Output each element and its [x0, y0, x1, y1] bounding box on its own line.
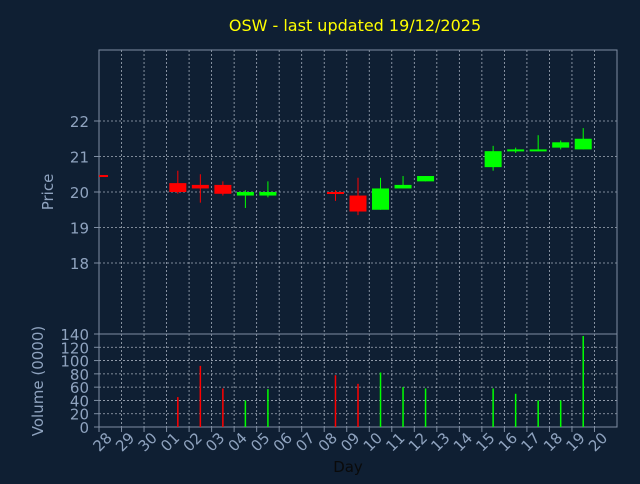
- candle-body: [394, 184, 412, 189]
- volume-tick-label: 20: [70, 406, 89, 424]
- volume-tick-label: 100: [60, 353, 89, 371]
- candle-body: [484, 151, 502, 168]
- candle-body: [191, 184, 209, 189]
- candle-body: [529, 149, 547, 152]
- volume-bar: [222, 388, 224, 427]
- volume-tick-label: 80: [70, 366, 89, 384]
- volume-tick-label: 140: [60, 326, 89, 344]
- volume-tick-label: 0: [79, 419, 89, 437]
- volume-tick-label: 60: [70, 379, 89, 397]
- volume-bar: [559, 400, 562, 427]
- price-tick-label: 20: [70, 184, 89, 202]
- volume-bar: [582, 335, 584, 427]
- candle-body: [326, 192, 344, 194]
- volume-bar: [424, 388, 427, 427]
- volume-bar: [537, 400, 539, 427]
- candle-body: [236, 192, 254, 196]
- volume-axis-label: Volume (0000): [29, 326, 47, 436]
- volume-bar: [244, 400, 247, 427]
- price-tick-label: 18: [70, 255, 89, 273]
- candle-body: [417, 176, 435, 182]
- day-tick-label: 20: [585, 429, 611, 455]
- price-tick-label: 19: [70, 220, 89, 238]
- volume-bar: [357, 383, 359, 427]
- chart-title: OSW - last updated 19/12/2025: [229, 16, 481, 35]
- candle-body: [259, 192, 277, 196]
- price-tick-label: 21: [70, 149, 89, 167]
- volume-tick-label: 120: [60, 339, 89, 357]
- volume-bar: [177, 397, 179, 427]
- volume-bar: [514, 393, 517, 427]
- candle-body: [552, 142, 570, 148]
- volume-bar: [379, 372, 382, 427]
- candle-body: [169, 183, 187, 192]
- candle-body: [372, 188, 390, 210]
- candle-body: [574, 138, 592, 150]
- candle-body: [349, 195, 367, 212]
- volume-bar: [492, 388, 494, 427]
- volume-bar: [267, 389, 269, 427]
- price-axis-label: Price: [39, 174, 57, 211]
- volume-tick-label: 40: [70, 392, 89, 410]
- volume-bar: [402, 387, 404, 427]
- candle-body: [507, 149, 525, 152]
- day-axis-label: Day: [333, 458, 363, 476]
- candle-body: [214, 184, 232, 194]
- volume-bar: [334, 375, 337, 427]
- price-tick-label: 22: [70, 113, 89, 131]
- volume-bar: [199, 365, 202, 427]
